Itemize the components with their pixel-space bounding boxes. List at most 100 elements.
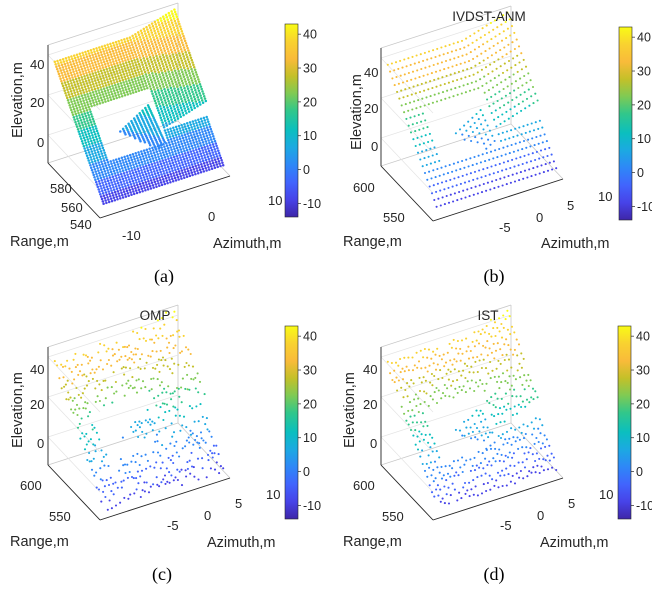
data-point (65, 78, 69, 81)
data-point (473, 32, 476, 35)
colorbar-tick-label: 30 (303, 364, 317, 378)
data-point (78, 79, 81, 82)
data-point (171, 91, 174, 95)
data-point (132, 133, 135, 136)
data-point (75, 106, 79, 110)
data-point (55, 65, 58, 68)
data-point (474, 436, 477, 439)
data-point (506, 69, 509, 72)
data-point (148, 85, 152, 88)
data-point (463, 420, 466, 423)
data-point (150, 129, 153, 133)
data-point (166, 38, 170, 42)
data-point (468, 387, 472, 390)
data-point (82, 407, 85, 410)
data-point (498, 162, 501, 165)
data-point (458, 429, 462, 432)
data-point (168, 170, 172, 173)
data-point (212, 135, 215, 138)
data-point (122, 64, 126, 68)
data-point (211, 151, 214, 154)
data-point (87, 159, 90, 162)
data-point (190, 79, 194, 82)
data-point (504, 94, 507, 97)
data-point (191, 165, 195, 169)
data-point (178, 145, 182, 149)
data-point (127, 497, 130, 500)
data-point (75, 53, 79, 56)
data-point (129, 46, 132, 50)
data-point (119, 47, 123, 50)
data-point (204, 129, 207, 133)
data-point (149, 179, 153, 182)
data-point (174, 51, 177, 54)
data-point (139, 38, 142, 41)
data-point (65, 94, 68, 97)
data-point (153, 422, 156, 425)
data-point (118, 69, 121, 72)
data-point (166, 163, 169, 166)
data-point (81, 392, 84, 395)
data-point (114, 67, 118, 71)
data-point (76, 109, 79, 112)
data-point (168, 162, 172, 165)
data-point (96, 86, 100, 90)
data-point (178, 135, 181, 138)
data-point (73, 378, 76, 381)
data-point (105, 49, 108, 52)
data-point (128, 36, 132, 39)
data-point (502, 326, 505, 329)
data-point (74, 75, 77, 78)
data-point (178, 72, 181, 75)
data-point (157, 41, 160, 45)
data-point (114, 94, 118, 97)
data-point (160, 359, 163, 362)
data-point (507, 101, 510, 104)
data-point (155, 334, 158, 337)
data-point (112, 97, 116, 101)
data-point (197, 98, 200, 101)
data-point (121, 196, 125, 199)
data-point (393, 381, 396, 384)
data-point (167, 120, 171, 123)
data-point (168, 113, 172, 117)
data-point (159, 46, 162, 49)
data-point (550, 452, 553, 455)
data-point (158, 55, 162, 58)
data-point (212, 153, 215, 157)
data-point (516, 354, 519, 357)
data-point (85, 55, 89, 59)
data-point (427, 348, 431, 351)
data-point (471, 430, 474, 433)
data-point (420, 367, 423, 370)
x-tick-label: 10 (598, 189, 612, 204)
data-point (426, 356, 429, 359)
data-point (147, 82, 151, 86)
data-point (463, 138, 466, 141)
data-point (428, 170, 431, 173)
data-point (114, 75, 117, 79)
data-point (154, 61, 157, 64)
data-point (193, 127, 197, 130)
data-point (152, 186, 155, 189)
data-point (538, 457, 541, 460)
data-point (499, 177, 502, 180)
data-point (107, 91, 110, 94)
data-point (171, 153, 175, 156)
data-point (464, 91, 467, 94)
data-point (528, 168, 531, 171)
data-point (146, 177, 149, 181)
data-point (60, 79, 63, 83)
data-point (98, 48, 102, 52)
data-point (440, 477, 444, 480)
data-point (196, 134, 199, 138)
data-point (432, 49, 435, 52)
data-point (396, 389, 399, 392)
data-point (178, 137, 182, 141)
data-point (466, 364, 469, 368)
data-point (184, 346, 188, 349)
data-point (502, 314, 505, 317)
data-point (66, 72, 70, 75)
data-point (148, 143, 152, 147)
